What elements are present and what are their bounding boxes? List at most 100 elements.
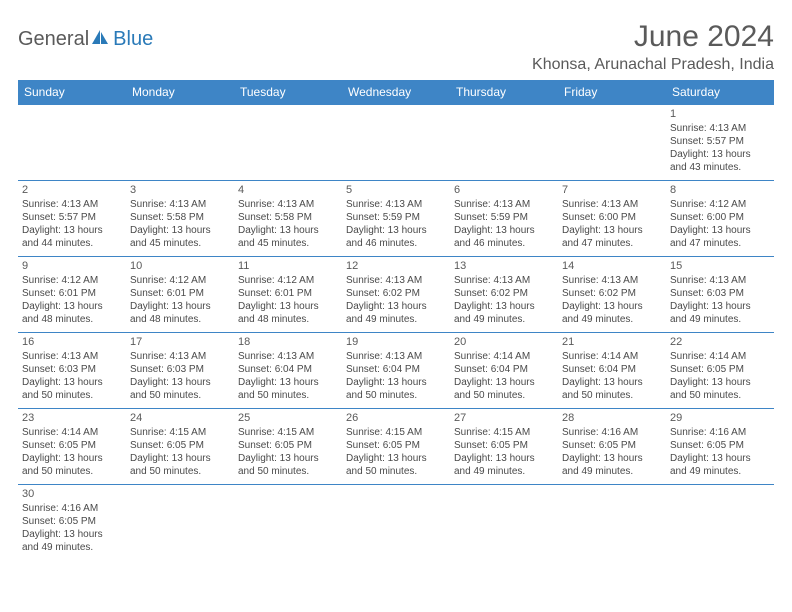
sunset-text: Sunset: 6:05 PM [562, 439, 662, 452]
day-number: 24 [130, 411, 230, 425]
title-block: June 2024 Khonsa, Arunachal Pradesh, Ind… [532, 20, 774, 74]
day-number: 13 [454, 259, 554, 273]
calendar-day-cell: 30Sunrise: 4:16 AMSunset: 6:05 PMDayligh… [18, 485, 126, 561]
daylight-text: Daylight: 13 hours [22, 300, 122, 313]
daylight-text: Daylight: 13 hours [346, 452, 446, 465]
daylight-text: and 50 minutes. [346, 465, 446, 478]
calendar-empty-cell [234, 105, 342, 181]
logo: General Blue [18, 20, 153, 51]
calendar-empty-cell [342, 105, 450, 181]
daylight-text: and 50 minutes. [346, 389, 446, 402]
day-number: 23 [22, 411, 122, 425]
sunset-text: Sunset: 6:03 PM [22, 363, 122, 376]
sunrise-text: Sunrise: 4:13 AM [670, 274, 770, 287]
daylight-text: and 48 minutes. [22, 313, 122, 326]
calendar-day-cell: 13Sunrise: 4:13 AMSunset: 6:02 PMDayligh… [450, 257, 558, 333]
day-header-row: SundayMondayTuesdayWednesdayThursdayFrid… [18, 80, 774, 105]
sunrise-text: Sunrise: 4:15 AM [454, 426, 554, 439]
day-header: Friday [558, 80, 666, 105]
day-header: Tuesday [234, 80, 342, 105]
sunrise-text: Sunrise: 4:16 AM [22, 502, 122, 515]
sunrise-text: Sunrise: 4:14 AM [562, 350, 662, 363]
daylight-text: Daylight: 13 hours [670, 452, 770, 465]
daylight-text: and 49 minutes. [562, 313, 662, 326]
calendar-day-cell: 22Sunrise: 4:14 AMSunset: 6:05 PMDayligh… [666, 333, 774, 409]
day-header: Monday [126, 80, 234, 105]
daylight-text: Daylight: 13 hours [22, 376, 122, 389]
calendar-day-cell: 15Sunrise: 4:13 AMSunset: 6:03 PMDayligh… [666, 257, 774, 333]
daylight-text: Daylight: 13 hours [454, 224, 554, 237]
daylight-text: Daylight: 13 hours [130, 224, 230, 237]
sunrise-text: Sunrise: 4:13 AM [346, 274, 446, 287]
sunrise-text: Sunrise: 4:13 AM [22, 198, 122, 211]
sunset-text: Sunset: 6:05 PM [22, 439, 122, 452]
daylight-text: Daylight: 13 hours [562, 452, 662, 465]
sunset-text: Sunset: 5:59 PM [454, 211, 554, 224]
sunset-text: Sunset: 6:01 PM [22, 287, 122, 300]
sunset-text: Sunset: 5:58 PM [130, 211, 230, 224]
sunset-text: Sunset: 6:01 PM [238, 287, 338, 300]
day-number: 14 [562, 259, 662, 273]
calendar-week-row: 16Sunrise: 4:13 AMSunset: 6:03 PMDayligh… [18, 333, 774, 409]
day-number: 17 [130, 335, 230, 349]
calendar-day-cell: 14Sunrise: 4:13 AMSunset: 6:02 PMDayligh… [558, 257, 666, 333]
sunrise-text: Sunrise: 4:13 AM [238, 198, 338, 211]
day-number: 12 [346, 259, 446, 273]
day-number: 26 [346, 411, 446, 425]
daylight-text: Daylight: 13 hours [346, 224, 446, 237]
day-number: 11 [238, 259, 338, 273]
daylight-text: and 49 minutes. [670, 465, 770, 478]
calendar-day-cell: 2Sunrise: 4:13 AMSunset: 5:57 PMDaylight… [18, 181, 126, 257]
sunrise-text: Sunrise: 4:12 AM [238, 274, 338, 287]
calendar-day-cell: 24Sunrise: 4:15 AMSunset: 6:05 PMDayligh… [126, 409, 234, 485]
daylight-text: Daylight: 13 hours [670, 224, 770, 237]
sunset-text: Sunset: 6:05 PM [22, 515, 122, 528]
sunset-text: Sunset: 6:04 PM [562, 363, 662, 376]
sunset-text: Sunset: 6:02 PM [346, 287, 446, 300]
daylight-text: and 46 minutes. [346, 237, 446, 250]
sunset-text: Sunset: 6:04 PM [238, 363, 338, 376]
daylight-text: Daylight: 13 hours [22, 452, 122, 465]
day-number: 1 [670, 107, 770, 121]
daylight-text: Daylight: 13 hours [238, 224, 338, 237]
calendar-day-cell: 4Sunrise: 4:13 AMSunset: 5:58 PMDaylight… [234, 181, 342, 257]
calendar-table: SundayMondayTuesdayWednesdayThursdayFrid… [18, 80, 774, 561]
calendar-day-cell: 1Sunrise: 4:13 AMSunset: 5:57 PMDaylight… [666, 105, 774, 181]
calendar-day-cell: 20Sunrise: 4:14 AMSunset: 6:04 PMDayligh… [450, 333, 558, 409]
day-number: 28 [562, 411, 662, 425]
day-number: 19 [346, 335, 446, 349]
daylight-text: and 48 minutes. [238, 313, 338, 326]
calendar-empty-cell [234, 485, 342, 561]
sunrise-text: Sunrise: 4:16 AM [670, 426, 770, 439]
calendar-empty-cell [558, 485, 666, 561]
calendar-day-cell: 17Sunrise: 4:13 AMSunset: 6:03 PMDayligh… [126, 333, 234, 409]
sunset-text: Sunset: 5:58 PM [238, 211, 338, 224]
day-number: 9 [22, 259, 122, 273]
calendar-day-cell: 11Sunrise: 4:12 AMSunset: 6:01 PMDayligh… [234, 257, 342, 333]
day-number: 5 [346, 183, 446, 197]
calendar-empty-cell [342, 485, 450, 561]
sunset-text: Sunset: 6:02 PM [454, 287, 554, 300]
daylight-text: and 50 minutes. [454, 389, 554, 402]
sunrise-text: Sunrise: 4:13 AM [562, 198, 662, 211]
daylight-text: and 49 minutes. [22, 541, 122, 554]
daylight-text: Daylight: 13 hours [238, 452, 338, 465]
day-number: 16 [22, 335, 122, 349]
daylight-text: Daylight: 13 hours [562, 224, 662, 237]
sunset-text: Sunset: 6:03 PM [670, 287, 770, 300]
daylight-text: Daylight: 13 hours [562, 376, 662, 389]
calendar-day-cell: 23Sunrise: 4:14 AMSunset: 6:05 PMDayligh… [18, 409, 126, 485]
day-number: 29 [670, 411, 770, 425]
day-number: 27 [454, 411, 554, 425]
sunrise-text: Sunrise: 4:12 AM [130, 274, 230, 287]
sunrise-text: Sunrise: 4:15 AM [346, 426, 446, 439]
calendar-day-cell: 26Sunrise: 4:15 AMSunset: 6:05 PMDayligh… [342, 409, 450, 485]
day-number: 15 [670, 259, 770, 273]
sunrise-text: Sunrise: 4:13 AM [562, 274, 662, 287]
daylight-text: Daylight: 13 hours [454, 452, 554, 465]
calendar-day-cell: 16Sunrise: 4:13 AMSunset: 6:03 PMDayligh… [18, 333, 126, 409]
calendar-week-row: 1Sunrise: 4:13 AMSunset: 5:57 PMDaylight… [18, 105, 774, 181]
sunrise-text: Sunrise: 4:13 AM [346, 350, 446, 363]
sunset-text: Sunset: 6:01 PM [130, 287, 230, 300]
daylight-text: and 50 minutes. [130, 389, 230, 402]
